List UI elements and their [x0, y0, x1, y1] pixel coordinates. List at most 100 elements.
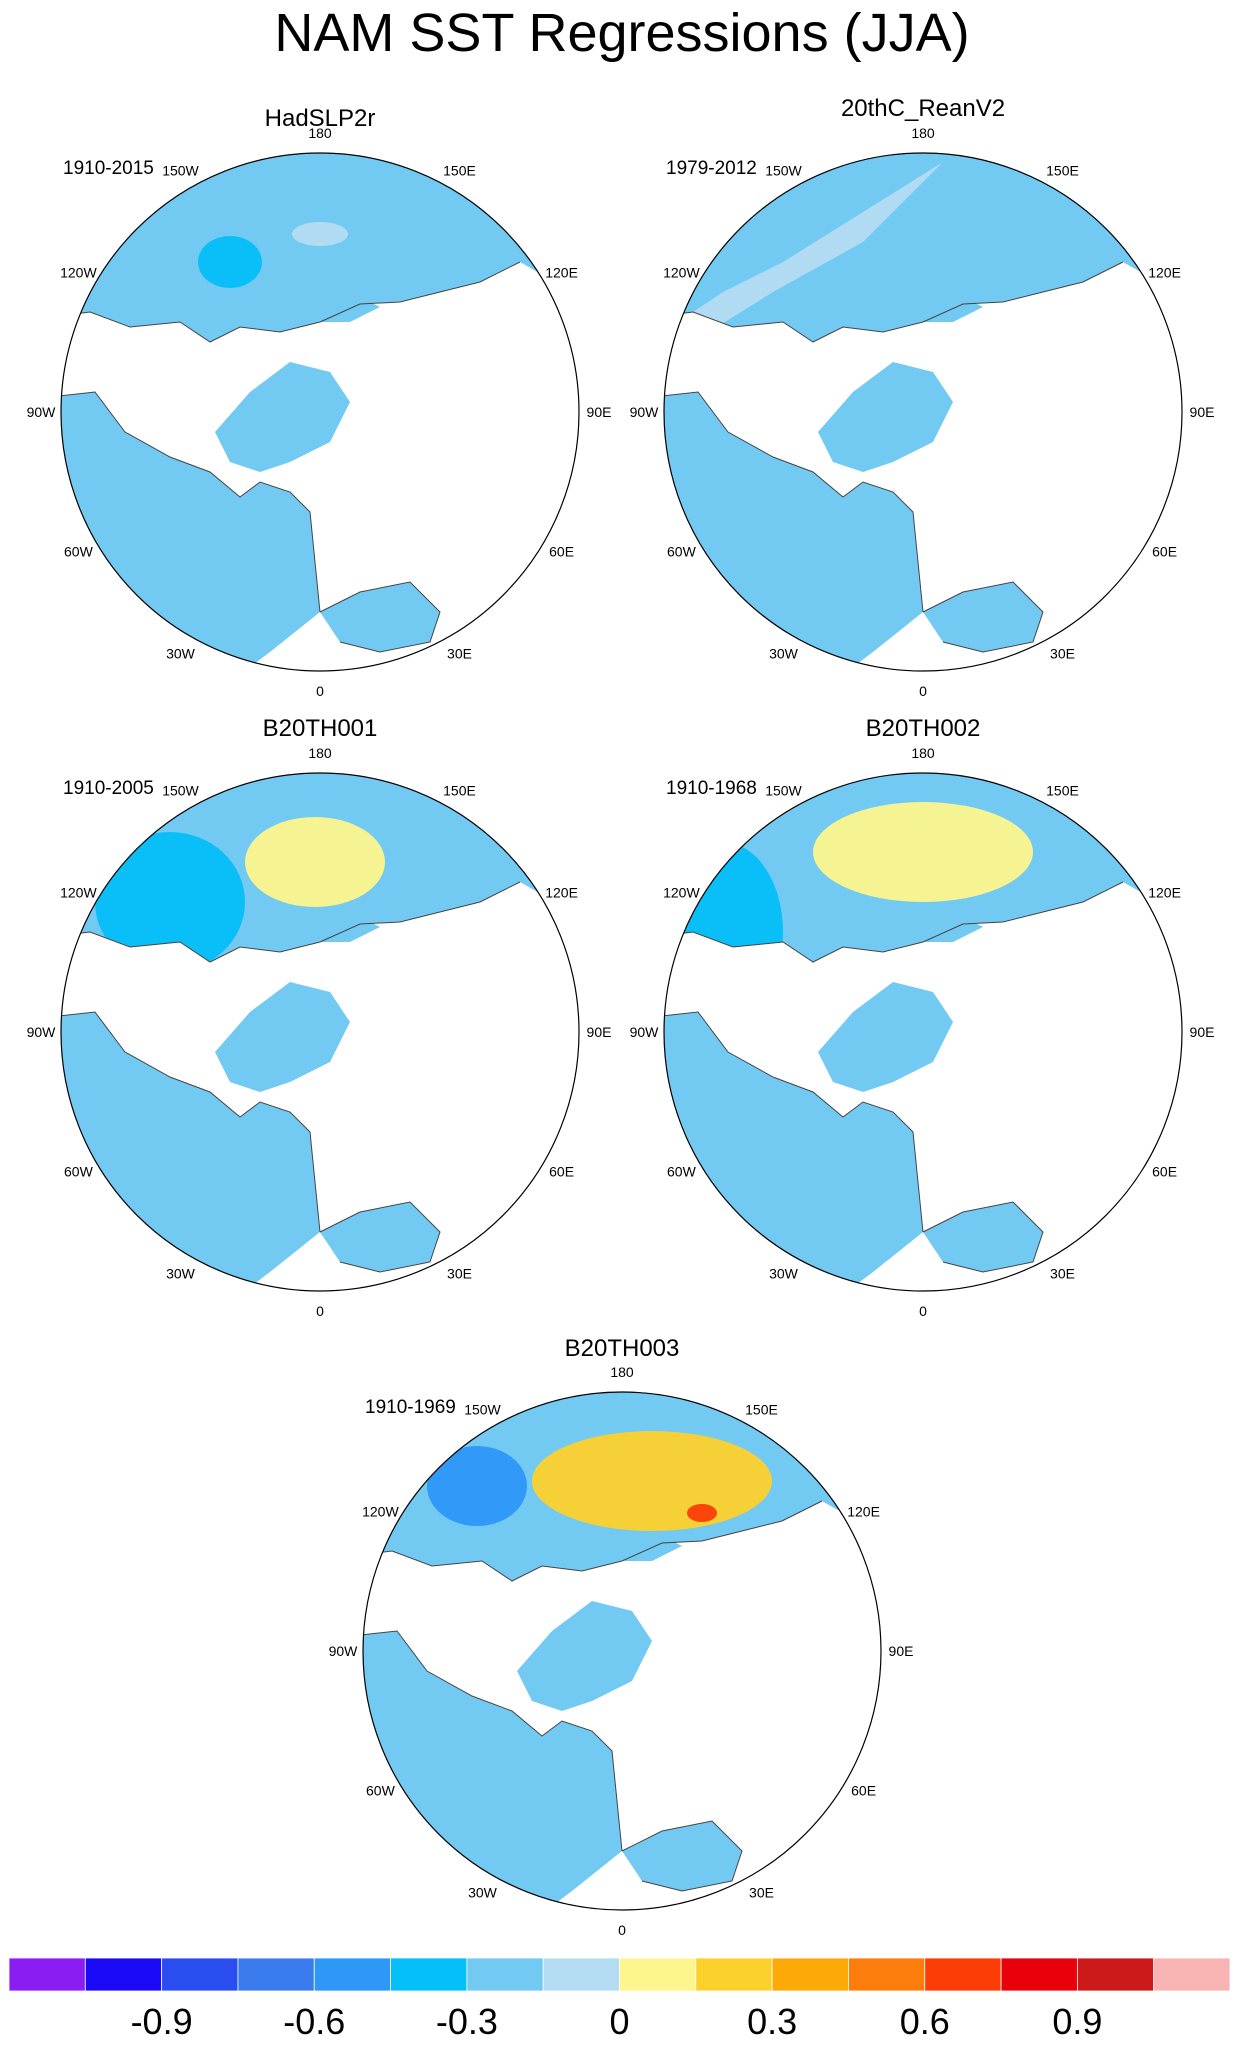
lon-label: 60W: [667, 1164, 697, 1180]
lon-label: 60W: [64, 544, 94, 560]
lon-label: 180: [911, 745, 935, 761]
lon-label: 150W: [162, 162, 199, 178]
colorbar-swatch: [313, 1957, 391, 1992]
anomaly-w-pacific: [427, 1446, 527, 1526]
colorbar-swatch: [84, 1957, 163, 1992]
lon-label: 60E: [1152, 544, 1177, 560]
colorbar-label: 0.9: [1052, 2001, 1102, 2042]
map-border: [663, 152, 1183, 672]
colorbar-swatch: [924, 1957, 1002, 1992]
colorbar-label: 0: [609, 2001, 629, 2042]
colorbar-swatch: [619, 1957, 697, 1992]
lon-label: 120W: [60, 885, 97, 901]
map-border: [60, 772, 580, 1292]
lon-label: 30E: [1050, 646, 1075, 662]
lon-label: 150E: [1046, 782, 1079, 798]
lon-label: 150W: [162, 782, 199, 798]
lon-label: 60E: [549, 1164, 574, 1180]
colorbar-swatch: [542, 1957, 620, 1992]
lon-label: 150E: [1046, 162, 1079, 178]
anomaly-w-pacific: [95, 832, 245, 972]
lon-label: 90E: [587, 1024, 612, 1040]
lon-label: 60E: [549, 544, 574, 560]
lon-label: 120W: [663, 265, 700, 281]
figure-title: NAM SST Regressions (JJA): [274, 3, 970, 63]
lon-label: 30W: [769, 646, 799, 662]
colorbar-swatch: [848, 1957, 926, 1992]
map-panel-hadslp2r: HadSLP2r 1910-2015: [60, 105, 580, 672]
colorbar-swatch: [390, 1957, 468, 1992]
colorbar-label: 0.3: [747, 2001, 797, 2042]
anomaly-pacific-band: [664, 162, 943, 342]
lon-label: 120W: [362, 1504, 399, 1520]
colorbar-swatch: [1076, 1957, 1155, 1992]
lon-label: 180: [308, 745, 332, 761]
map-border: [60, 152, 580, 672]
map-panel-b20th003: B20TH003 1910-1969: [362, 1335, 882, 1911]
map-panel-b20th001: B20TH001 1910-2005: [60, 715, 580, 1292]
colorbar-swatch: [695, 1957, 773, 1992]
lon-label: 90W: [630, 1024, 660, 1040]
anomaly-okhotsk: [687, 1504, 717, 1522]
panel-title: B20TH001: [263, 715, 378, 742]
lon-label: 180: [308, 125, 332, 141]
lon-label: 180: [610, 1364, 634, 1380]
colorbar-swatch: [1153, 1957, 1231, 1992]
lon-label: 150W: [765, 162, 802, 178]
anomaly-n-pacific: [532, 1431, 772, 1531]
coastline: [61, 881, 521, 1273]
lon-label: 0: [316, 1303, 324, 1319]
colorbar-label: -0.3: [436, 2001, 498, 2042]
lon-label: 120W: [60, 265, 97, 281]
map-panel-20thc-reanv2: 20thC_ReanV2 1979-2012: [663, 95, 1183, 672]
lon-label: 90W: [630, 404, 660, 420]
colorbar-swatch: [161, 1957, 239, 1992]
lon-label: 90E: [889, 1643, 914, 1659]
lon-label: 120E: [1148, 885, 1181, 901]
lon-label: 30E: [1050, 1266, 1075, 1282]
lon-label: 120W: [663, 885, 700, 901]
lon-label: 60W: [64, 1164, 94, 1180]
lon-label: 0: [618, 1922, 626, 1938]
lon-label: 90W: [329, 1643, 359, 1659]
anomaly-n-pacific: [245, 817, 385, 907]
map-panel-b20th002: B20TH002 1910-1968: [663, 715, 1183, 1292]
panel-title: 20thC_ReanV2: [841, 95, 1005, 122]
coastline: [363, 1500, 823, 1892]
lon-label: 30W: [166, 646, 196, 662]
panel-title: B20TH003: [565, 1335, 680, 1362]
panel-title: HadSLP2r: [265, 105, 376, 132]
colorbar-label: 0.6: [900, 2001, 950, 2042]
lon-label: 150W: [464, 1401, 501, 1417]
lon-label: 150E: [443, 782, 476, 798]
panel-title: B20TH002: [866, 715, 981, 742]
colorbar-swatch: [237, 1957, 315, 1992]
colorbar-label: -0.6: [283, 2001, 345, 2042]
colorbar-swatch: [466, 1957, 544, 1992]
colorbar-label: -0.9: [131, 2001, 193, 2042]
panel-period: 1910-2005: [63, 778, 154, 799]
lon-label: 60W: [366, 1783, 396, 1799]
lon-label: 30E: [447, 1266, 472, 1282]
lon-label: 120E: [847, 1504, 880, 1520]
panel-period: 1910-2015: [63, 158, 154, 179]
lon-label: 150E: [443, 162, 476, 178]
colorbar-swatch: [771, 1957, 849, 1992]
lon-label: 90E: [587, 404, 612, 420]
lon-label: 0: [919, 683, 927, 699]
coastline: [664, 881, 1124, 1273]
coastline: [61, 261, 521, 653]
lon-label: 30E: [749, 1885, 774, 1901]
lon-label: 150E: [745, 1401, 778, 1417]
colorbar-swatch: [8, 1957, 86, 1992]
lon-label: 90E: [1190, 1024, 1215, 1040]
anomaly-n-pacific: [813, 802, 1033, 902]
lon-label: 60E: [851, 1783, 876, 1799]
lon-label: 0: [316, 683, 324, 699]
coastline: [664, 261, 1124, 653]
lon-label: 60E: [1152, 1164, 1177, 1180]
anomaly-n-pacific-w: [198, 236, 262, 288]
lon-label: 90E: [1190, 404, 1215, 420]
longitude-labels: 180 150E 120E 90E 60E 30E 0 30W 60W 90W 120W 150W 18…: [27, 125, 1215, 1938]
lon-label: 90W: [27, 404, 57, 420]
